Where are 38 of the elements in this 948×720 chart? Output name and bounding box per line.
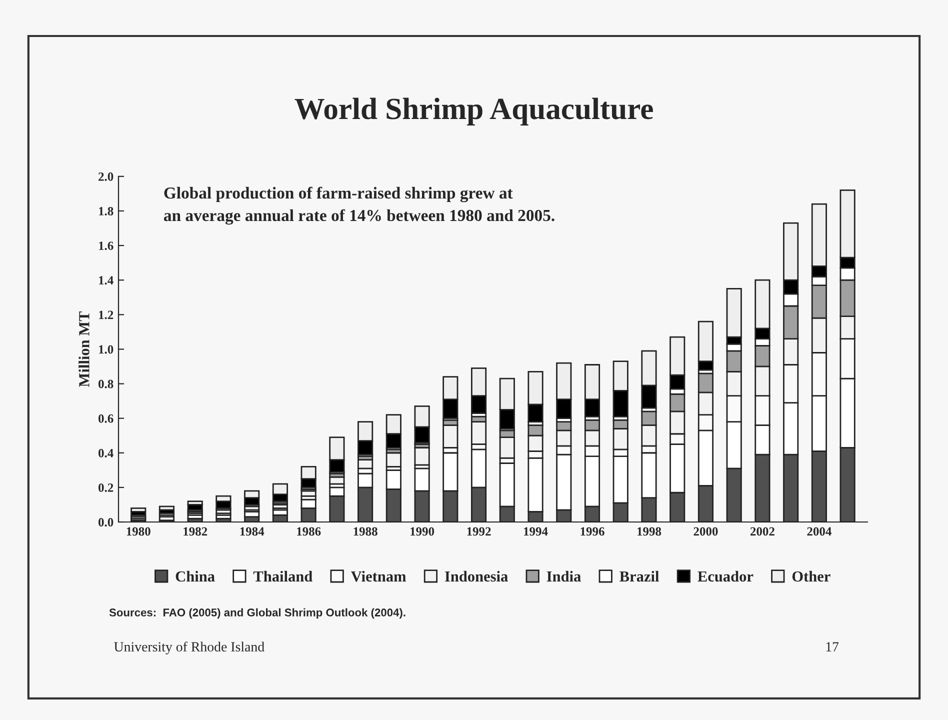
x-tick-label: 1982 — [184, 527, 208, 536]
legend-label: Vietnam — [351, 570, 406, 582]
x-tick-label: 1988 — [354, 527, 378, 536]
x-tick-label: 1998 — [637, 527, 662, 536]
legend-label: India — [546, 570, 581, 582]
y-tick-label: 1.6 — [99, 242, 114, 250]
x-tick-label: 2000 — [694, 527, 718, 536]
x-tick-label: 1980 — [126, 527, 150, 536]
y-tick-label: 0.2 — [98, 483, 114, 492]
x-tick-label: 1990 — [410, 527, 434, 536]
legend-label: Indonesia — [444, 570, 508, 582]
y-tick-label: 0.4 — [98, 448, 114, 458]
x-tick-label: 1986 — [297, 527, 321, 536]
y-tick-label: 0.8 — [98, 380, 114, 388]
y-tick-label: 1.4 — [99, 276, 114, 285]
y-tick-label: 0.0 — [98, 518, 114, 527]
annotation: Global production of farm-raised shrimp grew at an average annual rate of 14% between 1980 and 2005. — [164, 186, 554, 225]
x-tick-label: 2002 — [750, 527, 774, 536]
y-tick-label: 1.8 — [99, 206, 114, 216]
y-axis-title: Million MT — [78, 311, 90, 387]
x-tick-label: 1992 — [467, 527, 491, 536]
y-tick-label: 2.0 — [98, 172, 114, 181]
y-tick-label: 1.2 — [99, 310, 114, 320]
legend-label: Brazil — [620, 570, 659, 582]
legend-label: Thailand — [253, 570, 312, 582]
x-tick-label: 1996 — [580, 527, 604, 536]
source-note: Sources: FAO (2005) and Global Shrimp Outlook (2004). — [109, 608, 406, 619]
x-tick-label: 1984 — [240, 527, 264, 536]
text: 17 — [826, 642, 839, 652]
legend-label: China — [176, 570, 215, 582]
chart-title: World Shrimp Aquaculture — [294, 98, 653, 126]
x-tick-label: 2004 — [807, 527, 832, 536]
x-tick-label: 1994 — [524, 527, 548, 536]
y-tick-label: 1.0 — [99, 345, 114, 354]
text: University of Rhode Island — [114, 642, 264, 654]
legend-label: Other — [792, 570, 830, 582]
y-tick-label: 0.6 — [98, 414, 114, 423]
legend-label: Ecuador — [698, 570, 754, 582]
